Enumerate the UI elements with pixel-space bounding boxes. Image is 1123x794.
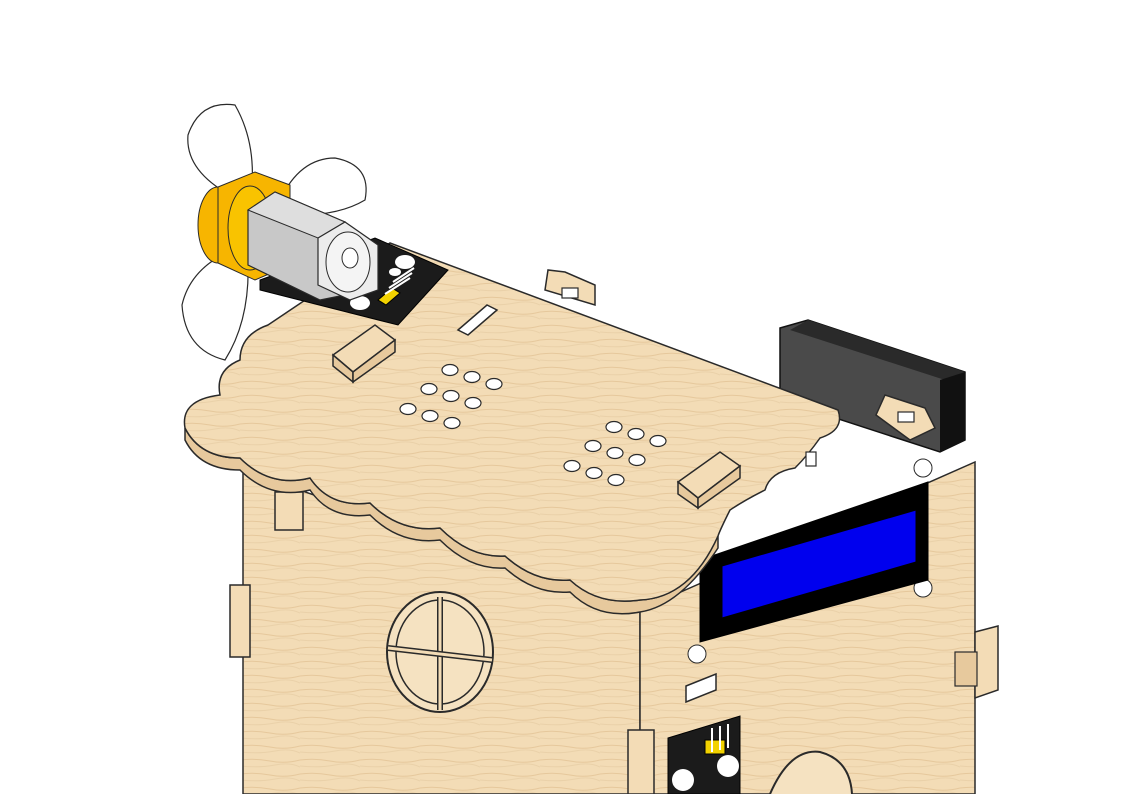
roof-vent-holes-left bbox=[399, 363, 503, 430]
house-left-wall bbox=[229, 468, 641, 794]
roof bbox=[183, 242, 937, 602]
pcb-hole bbox=[395, 255, 415, 269]
propeller bbox=[181, 103, 367, 361]
mount-hole bbox=[687, 644, 707, 664]
dc-motor bbox=[246, 191, 379, 301]
wall-tab-left bbox=[229, 584, 251, 658]
wall-tab-top bbox=[274, 491, 304, 531]
lcd-screen bbox=[721, 509, 917, 619]
roof-tab bbox=[676, 451, 742, 510]
roof-tab bbox=[331, 324, 397, 384]
sensor-connector bbox=[704, 739, 726, 755]
roof-vent-holes-right bbox=[563, 420, 667, 487]
wall-slot bbox=[685, 672, 717, 704]
sensor-module bbox=[667, 715, 741, 794]
mount-hole bbox=[913, 458, 933, 478]
ridge-tab bbox=[875, 394, 937, 441]
sensor-hole bbox=[672, 769, 694, 791]
ridge-tab bbox=[544, 269, 596, 307]
pcb-hole bbox=[350, 296, 370, 310]
sensor-hole bbox=[717, 755, 739, 777]
corner-tab bbox=[627, 729, 655, 794]
fan-connector bbox=[377, 267, 415, 306]
roof-slot bbox=[456, 304, 499, 336]
wall-tab-right bbox=[974, 625, 999, 700]
round-window bbox=[386, 591, 494, 713]
door-opening bbox=[769, 750, 853, 794]
lcd-display bbox=[699, 481, 929, 643]
fan-module bbox=[181, 103, 449, 361]
